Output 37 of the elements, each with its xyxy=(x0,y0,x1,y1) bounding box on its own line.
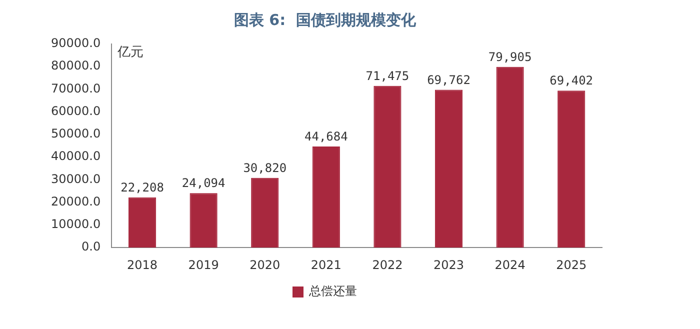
data-label: 69,762 xyxy=(427,72,470,87)
data-label: 79,905 xyxy=(488,50,532,64)
x-tick-label: 2020 xyxy=(250,258,280,272)
y-tick-label: 10000.0 xyxy=(51,217,101,232)
y-tick-label: 70000.0 xyxy=(51,81,101,96)
data-label: 44,684 xyxy=(304,130,348,144)
x-tick-label: 2021 xyxy=(310,258,342,272)
bar xyxy=(434,90,463,248)
data-label: 71,475 xyxy=(366,69,410,84)
y-tick-label: 50000.0 xyxy=(51,126,101,141)
data-label: 69,402 xyxy=(550,74,594,88)
x-tick-label: 2024 xyxy=(494,258,526,272)
y-tick-label: 80000.0 xyxy=(51,58,101,73)
x-tick-label: 2018 xyxy=(127,258,158,272)
y-tick-label: 40000.0 xyxy=(51,149,101,164)
data-label: 24,094 xyxy=(182,176,226,190)
bar xyxy=(128,197,156,248)
data-label: 22,208 xyxy=(120,180,164,194)
legend-label: 总偿还量 xyxy=(308,284,357,298)
x-tick-label: 2022 xyxy=(372,258,403,272)
bar xyxy=(496,66,524,248)
bar xyxy=(558,90,586,248)
x-tick-label: 2019 xyxy=(188,258,219,272)
bar xyxy=(312,146,340,248)
y-tick-label: 60000.0 xyxy=(51,104,101,118)
bar xyxy=(190,193,218,248)
x-tick-label: 2025 xyxy=(556,258,587,272)
y-tick-label: 0.0 xyxy=(82,240,101,254)
data-label: 30,820 xyxy=(243,161,287,176)
bar xyxy=(251,178,279,248)
y-tick-label: 20000.0 xyxy=(51,194,101,208)
chart-title: 图表 6: 国债到期规模变化 xyxy=(234,10,418,29)
y-axis-title: 亿元 xyxy=(116,44,144,60)
y-tick-label: 30000.0 xyxy=(51,172,101,186)
x-tick-label: 2023 xyxy=(433,258,464,272)
y-tick-label: 90000.0 xyxy=(51,36,101,50)
bar xyxy=(374,86,402,248)
